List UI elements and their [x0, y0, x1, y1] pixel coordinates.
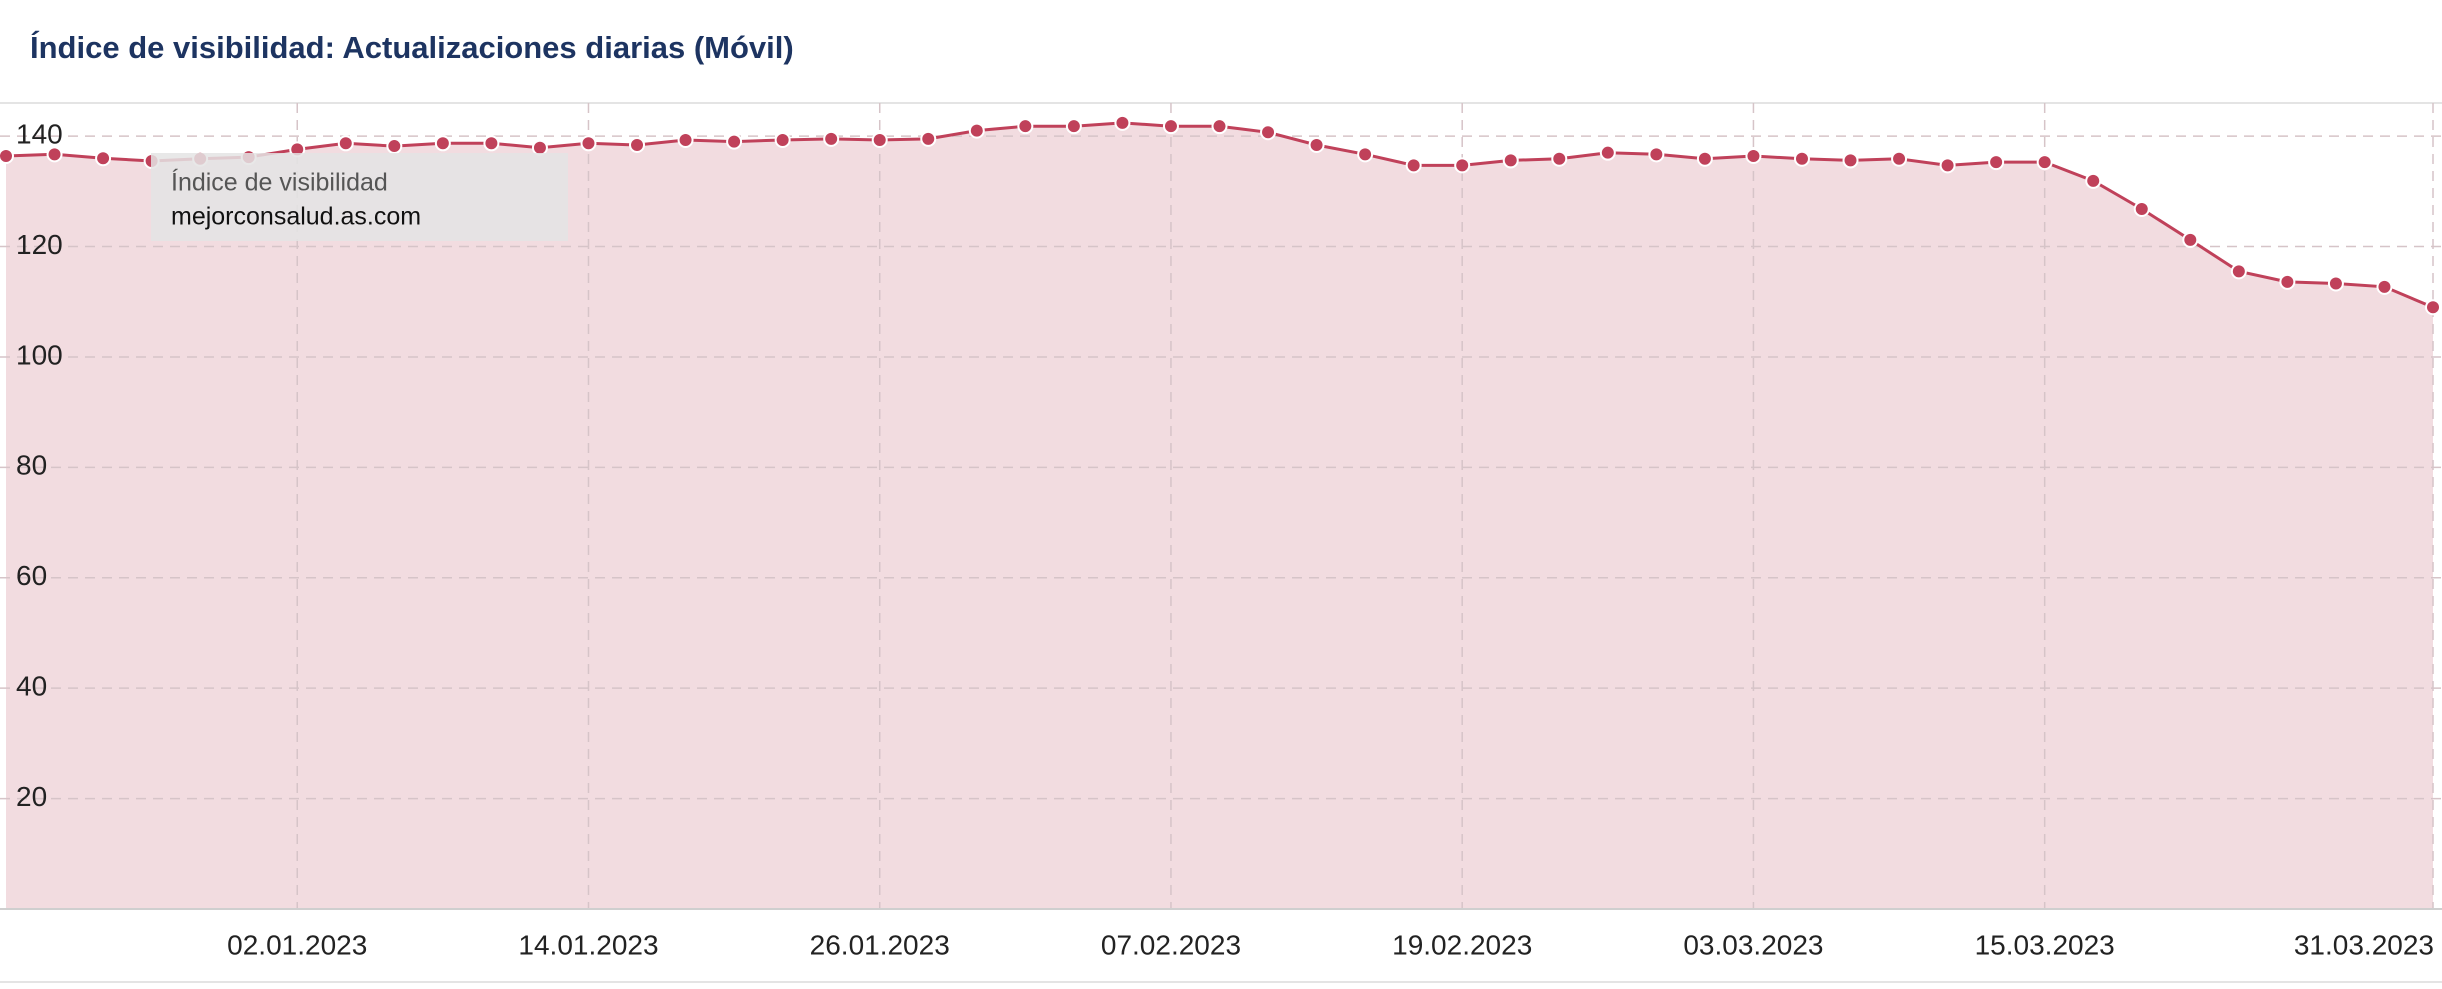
point: [823, 130, 840, 147]
point: [2182, 231, 2199, 248]
area: [6, 122, 2433, 909]
point: [1551, 150, 1568, 167]
x-tick-label: 14.01.2023: [518, 929, 658, 960]
point: [434, 135, 451, 152]
point: [920, 130, 937, 147]
point: [871, 131, 888, 148]
y-tick-label: 60: [16, 560, 47, 591]
y-tick-label: 100: [16, 339, 63, 370]
point: [1357, 146, 1374, 163]
point: [1842, 152, 1859, 169]
point: [1211, 118, 1228, 135]
point: [1648, 146, 1665, 163]
point: [1696, 150, 1713, 167]
point: [483, 135, 500, 152]
point: [2376, 278, 2393, 295]
tooltip: [151, 153, 568, 241]
y-tick-label: 20: [16, 781, 47, 812]
point: [677, 131, 694, 148]
point: [1454, 157, 1471, 174]
point: [2327, 275, 2344, 292]
point: [2133, 200, 2150, 217]
point: [1162, 118, 1179, 135]
point: [0, 147, 14, 164]
point: [1065, 118, 1082, 135]
point: [1599, 144, 1616, 161]
point: [2085, 172, 2102, 189]
x-tick-label: 02.01.2023: [227, 929, 367, 960]
point: [95, 150, 112, 167]
point: [46, 146, 63, 163]
point: [337, 135, 354, 152]
point: [386, 138, 403, 155]
point: [1745, 147, 1762, 164]
point: [1260, 124, 1277, 141]
point: [1308, 136, 1325, 153]
point: [2036, 154, 2053, 171]
tooltip-label: Índice de visibilidad: [171, 168, 388, 197]
point: [1405, 157, 1422, 174]
point: [1891, 150, 1908, 167]
y-tick-label: 140: [16, 119, 63, 150]
point: [1017, 118, 1034, 135]
point: [2230, 263, 2247, 280]
point: [2425, 299, 2441, 316]
x-tick-label: 26.01.2023: [810, 929, 950, 960]
chart-title: Índice de visibilidad: Actualizaciones d…: [30, 30, 794, 65]
point: [1114, 114, 1131, 131]
y-tick-label: 40: [16, 671, 47, 702]
y-tick-label: 80: [16, 450, 47, 481]
point: [1793, 150, 1810, 167]
point: [1939, 157, 1956, 174]
point: [531, 139, 548, 156]
point: [629, 136, 646, 153]
point: [2279, 273, 2296, 290]
x-tick-label: 31.03.2023: [2294, 929, 2434, 960]
x-tick-label: 07.02.2023: [1101, 929, 1241, 960]
tooltip-site: mejorconsalud.as.com: [171, 203, 421, 231]
point: [774, 131, 791, 148]
point: [1502, 152, 1519, 169]
point: [968, 122, 985, 139]
x-tick-label: 19.02.2023: [1392, 929, 1532, 960]
x-tick-label: 03.03.2023: [1683, 929, 1823, 960]
point: [580, 135, 597, 152]
x-tick-label: 15.03.2023: [1975, 929, 2115, 960]
point: [726, 133, 743, 150]
point: [1988, 154, 2005, 171]
y-tick-label: 120: [16, 229, 63, 260]
